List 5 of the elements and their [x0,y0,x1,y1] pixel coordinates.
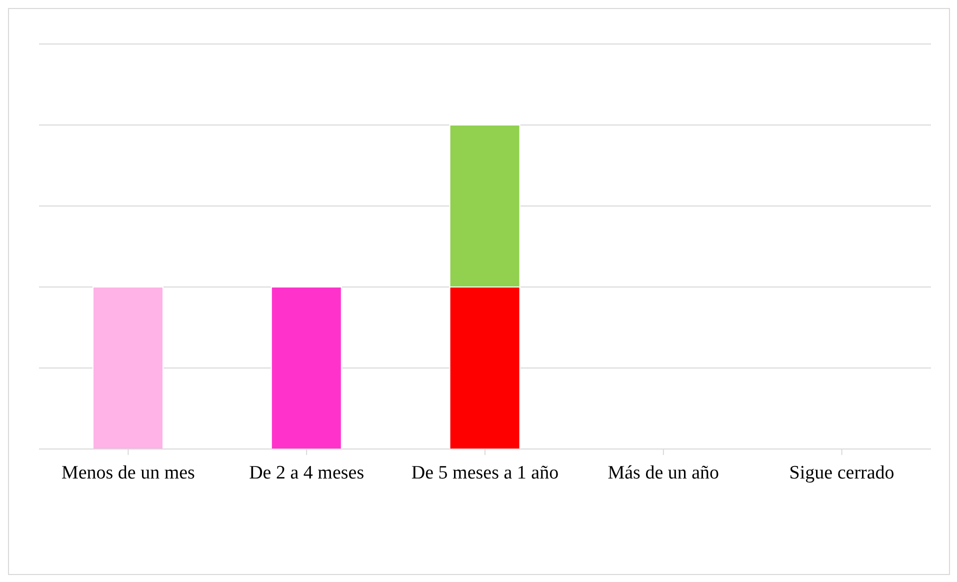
x-tick-label: Más de un año [608,462,720,484]
x-tick-label: De 5 meses a 1 año [411,462,559,484]
x-tick-label: De 2 a 4 meses [249,462,364,484]
x-tick-label: Sigue cerrado [789,462,894,484]
x-tick-label: Menos de un mes [61,462,195,484]
